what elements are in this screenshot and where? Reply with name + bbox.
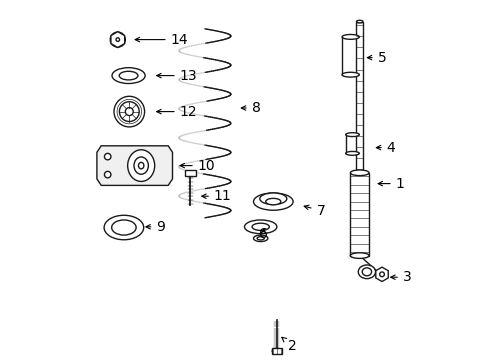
- Ellipse shape: [362, 268, 371, 276]
- Polygon shape: [375, 267, 387, 282]
- Bar: [272, 348, 281, 354]
- Text: 1: 1: [377, 177, 404, 190]
- Text: 14: 14: [135, 33, 188, 46]
- Ellipse shape: [358, 265, 375, 279]
- Ellipse shape: [379, 272, 384, 277]
- Text: 3: 3: [390, 270, 411, 284]
- Text: 5: 5: [366, 51, 386, 64]
- Polygon shape: [97, 146, 172, 185]
- Ellipse shape: [356, 20, 362, 23]
- Text: 2: 2: [281, 337, 296, 352]
- Text: 13: 13: [156, 69, 197, 82]
- Ellipse shape: [253, 235, 267, 242]
- Ellipse shape: [104, 215, 143, 240]
- Text: 9: 9: [145, 220, 165, 234]
- Ellipse shape: [138, 162, 143, 169]
- Ellipse shape: [119, 71, 138, 80]
- Bar: [345, 135, 359, 153]
- Ellipse shape: [253, 193, 292, 210]
- Ellipse shape: [265, 198, 280, 205]
- Ellipse shape: [119, 102, 139, 122]
- Ellipse shape: [114, 96, 144, 127]
- Text: 7: 7: [304, 204, 325, 217]
- Polygon shape: [111, 32, 124, 48]
- Bar: [356, 22, 362, 173]
- Ellipse shape: [244, 220, 276, 234]
- Ellipse shape: [251, 223, 269, 230]
- Text: 12: 12: [156, 105, 197, 118]
- Ellipse shape: [342, 35, 359, 39]
- Bar: [185, 170, 195, 176]
- Ellipse shape: [345, 133, 359, 136]
- Ellipse shape: [111, 220, 136, 235]
- Ellipse shape: [349, 170, 368, 176]
- Ellipse shape: [112, 68, 145, 84]
- Ellipse shape: [134, 157, 148, 174]
- Text: 10: 10: [180, 159, 215, 172]
- Ellipse shape: [259, 193, 286, 204]
- Ellipse shape: [127, 150, 154, 181]
- Ellipse shape: [104, 171, 111, 178]
- Ellipse shape: [345, 152, 359, 155]
- Text: 4: 4: [376, 141, 395, 154]
- Ellipse shape: [257, 237, 264, 240]
- Ellipse shape: [349, 253, 368, 258]
- Ellipse shape: [272, 348, 281, 354]
- Ellipse shape: [104, 153, 111, 160]
- Bar: [342, 37, 359, 75]
- Text: 8: 8: [241, 101, 260, 115]
- Ellipse shape: [110, 32, 125, 47]
- Text: 11: 11: [202, 189, 231, 203]
- Bar: [349, 173, 368, 256]
- Ellipse shape: [125, 108, 133, 116]
- Ellipse shape: [116, 38, 120, 41]
- Ellipse shape: [113, 35, 122, 44]
- Ellipse shape: [342, 72, 359, 77]
- Text: 6: 6: [258, 227, 267, 241]
